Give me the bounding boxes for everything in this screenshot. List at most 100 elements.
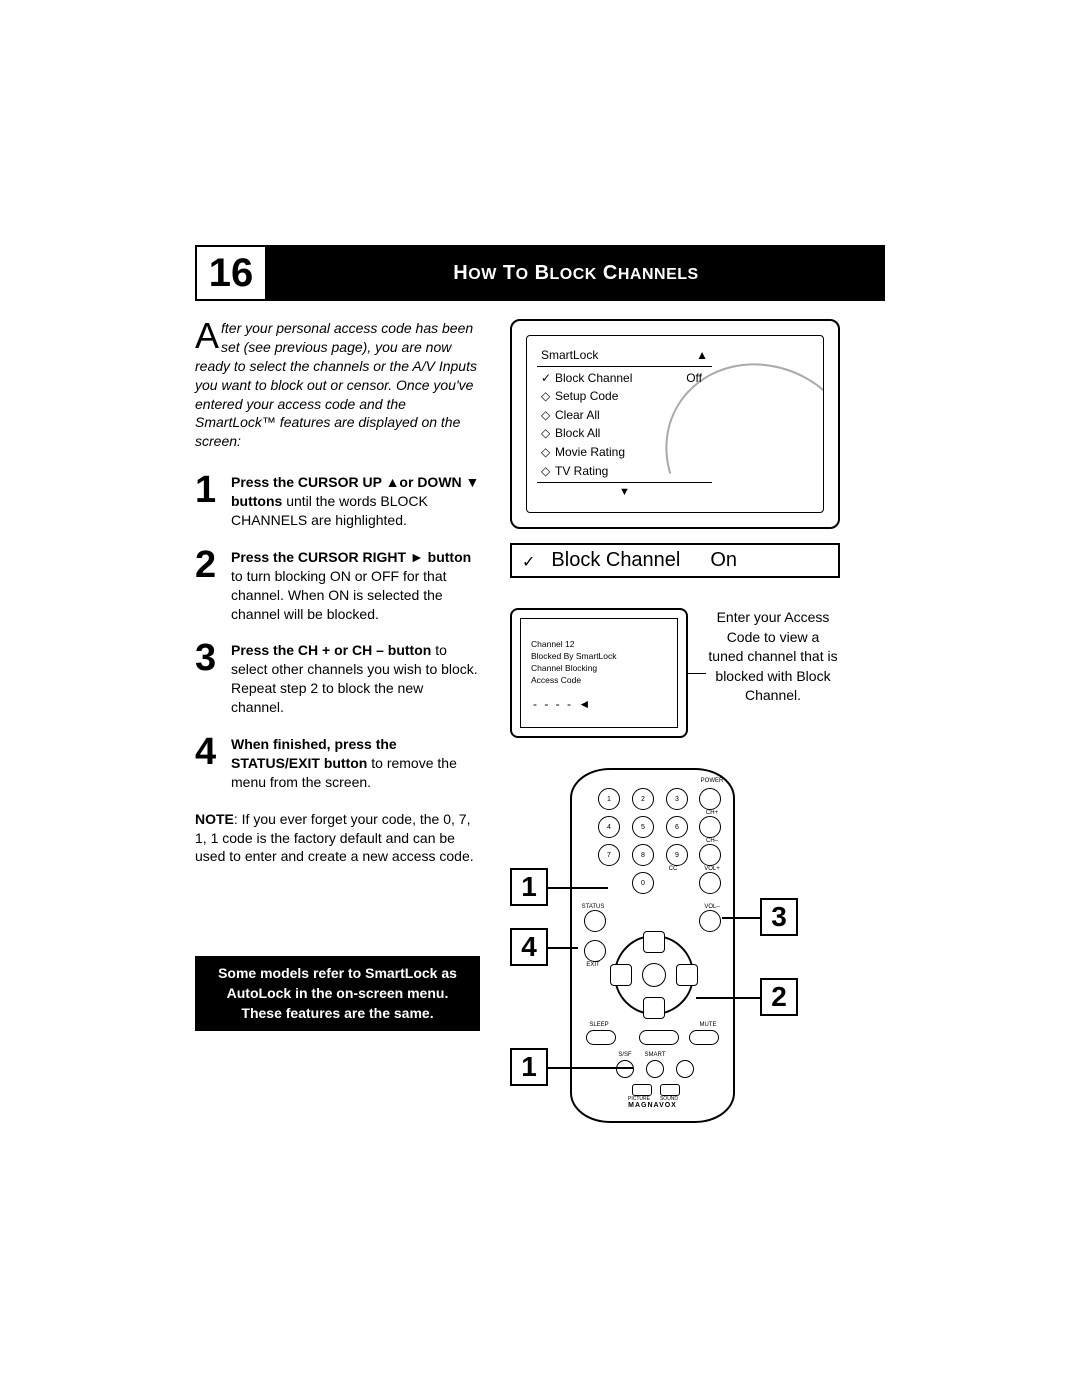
remote-key-3: 3: [666, 788, 688, 810]
remote-key-8: 8: [632, 844, 654, 866]
remote-smart-label: SMART: [640, 1052, 670, 1058]
menu-label: Block Channel: [555, 369, 632, 388]
menu-title: SmartLock: [541, 346, 598, 365]
diamond-icon: ◇: [541, 462, 555, 481]
step-number: 3: [195, 641, 223, 717]
menu-up-arrow-icon: ▲: [696, 346, 708, 365]
menu-item: ✓Block Channel Off: [537, 369, 712, 388]
callout-line: [548, 887, 608, 889]
remote-key-0: 0: [632, 872, 654, 894]
blocked-line: Channel Blocking: [531, 663, 617, 675]
dpad-left: [610, 964, 632, 986]
remote-body: 1 2 3 4 5 6 7 8 9: [570, 768, 735, 1123]
blocked-line: Blocked By SmartLock: [531, 651, 617, 663]
remote-cc-label: CC: [658, 866, 688, 872]
menu-item: ◇TV Rating: [537, 462, 712, 481]
remote-ch-up-label: CH+: [697, 810, 727, 816]
remote-vol-down-label: VOL–: [697, 904, 727, 910]
block-on-label: Block Channel: [551, 549, 680, 572]
callout-1a: 1: [510, 868, 548, 906]
remote-diagram: 1 2 3 4 5 6 7 8 9: [510, 768, 850, 1148]
step-number: 4: [195, 735, 223, 792]
remote-ch-down-label: CH–: [697, 838, 727, 844]
check-icon: ✓: [522, 549, 535, 572]
remote-vol-up-button: [699, 872, 721, 894]
step-1: 1 Press the CURSOR UP ▲or DOWN ▼ buttons…: [195, 473, 480, 530]
menu-label: Movie Rating: [555, 443, 625, 462]
step-2: 2 Press the CURSOR RIGHT ► button to tur…: [195, 548, 480, 624]
remote-extra-button: [676, 1060, 694, 1078]
callout-4: 4: [510, 928, 548, 966]
callout-line: [548, 947, 578, 949]
step-bold: Press the CURSOR RIGHT ► button: [231, 549, 471, 565]
check-icon: ✓: [541, 369, 555, 388]
remote-center-pill: [639, 1030, 679, 1045]
remote-key-9: 9: [666, 844, 688, 866]
diamond-icon: ◇: [541, 443, 555, 462]
remote-power-button: [699, 788, 721, 810]
tv-screen-menu: SmartLock ▲ ✓Block ChannelOff ◇Setup Cod…: [510, 319, 840, 529]
remote-status-button: [584, 910, 606, 932]
dpad-right: [676, 964, 698, 986]
remote-ch-up-button: [699, 816, 721, 838]
tv-screen-blocked: Channel 12 Blocked By SmartLock Channel …: [510, 608, 688, 738]
side-note-text: Enter your Access Code to view a tuned c…: [708, 608, 838, 706]
callout-3: 3: [760, 898, 798, 936]
intro-dropcap: A: [195, 319, 221, 352]
step-4: 4 When finished, press the STATUS/EXIT b…: [195, 735, 480, 792]
menu-label: Clear All: [555, 406, 600, 425]
remote-power-label: POWER: [697, 778, 727, 784]
note-label: NOTE: [195, 811, 234, 827]
page-title: HOW TO BLOCK CHANNELS: [453, 262, 698, 285]
step-rest: to turn blocking ON or OFF for that chan…: [231, 568, 447, 622]
intro-paragraph: After your personal access code has been…: [195, 319, 480, 451]
remote-picture-button: [632, 1084, 652, 1096]
dpad-center: [642, 963, 666, 987]
diamond-icon: ◇: [541, 406, 555, 425]
remote-smart-button: [646, 1060, 664, 1078]
dpad-down: [643, 997, 665, 1019]
page-title-bar: HOW TO BLOCK CHANNELS: [267, 245, 885, 301]
menu-label: Setup Code: [555, 387, 618, 406]
remote-mute-label: MUTE: [693, 1022, 723, 1028]
remote-ssf-button: [616, 1060, 634, 1078]
intro-text: fter your personal access code has been …: [195, 320, 477, 449]
menu-item: ◇Setup Code: [537, 387, 712, 406]
remote-dpad: [614, 935, 694, 1015]
step-number: 1: [195, 473, 223, 530]
remote-sleep-button: [586, 1030, 616, 1045]
diamond-icon: ◇: [541, 387, 555, 406]
remote-vol-up-label: VOL+: [697, 866, 727, 872]
step-3: 3 Press the CH + or CH – button to selec…: [195, 641, 480, 717]
callout-line: [722, 917, 760, 919]
footer-callout-box: Some models refer to SmartLock as AutoLo…: [195, 956, 480, 1031]
blocked-message: Channel 12 Blocked By SmartLock Channel …: [531, 639, 617, 687]
callout-line: [696, 997, 760, 999]
menu-down-arrow-icon: ▼: [537, 482, 712, 501]
remote-status-label: STATUS: [578, 904, 608, 910]
remote-exit-label: EXIT: [578, 962, 608, 968]
remote-ssf-label: S/SF: [610, 1052, 640, 1058]
remote-exit-button: [584, 940, 606, 962]
remote-key-7: 7: [598, 844, 620, 866]
remote-key-4: 4: [598, 816, 620, 838]
menu-value: Off: [686, 369, 708, 388]
remote-key-1: 1: [598, 788, 620, 810]
remote-mute-button: [689, 1030, 719, 1045]
remote-sleep-label: SLEEP: [584, 1022, 614, 1028]
leader-line: [688, 673, 706, 674]
blocked-line: Channel 12: [531, 639, 617, 651]
menu-item: ◇Clear All: [537, 406, 712, 425]
blocked-line: Access Code: [531, 675, 617, 687]
block-on-value: On: [710, 549, 737, 572]
callout-1b: 1: [510, 1048, 548, 1086]
menu-item: ◇Block All: [537, 424, 712, 443]
remote-vol-down-button: [699, 910, 721, 932]
step-bold: Press the CH + or CH – button: [231, 642, 431, 658]
remote-key-5: 5: [632, 816, 654, 838]
menu-label: TV Rating: [555, 462, 608, 481]
remote-ch-down-button: [699, 844, 721, 866]
remote-sound-button: [660, 1084, 680, 1096]
remote-key-2: 2: [632, 788, 654, 810]
note-text: : If you ever forget your code, the 0, 7…: [195, 811, 474, 865]
